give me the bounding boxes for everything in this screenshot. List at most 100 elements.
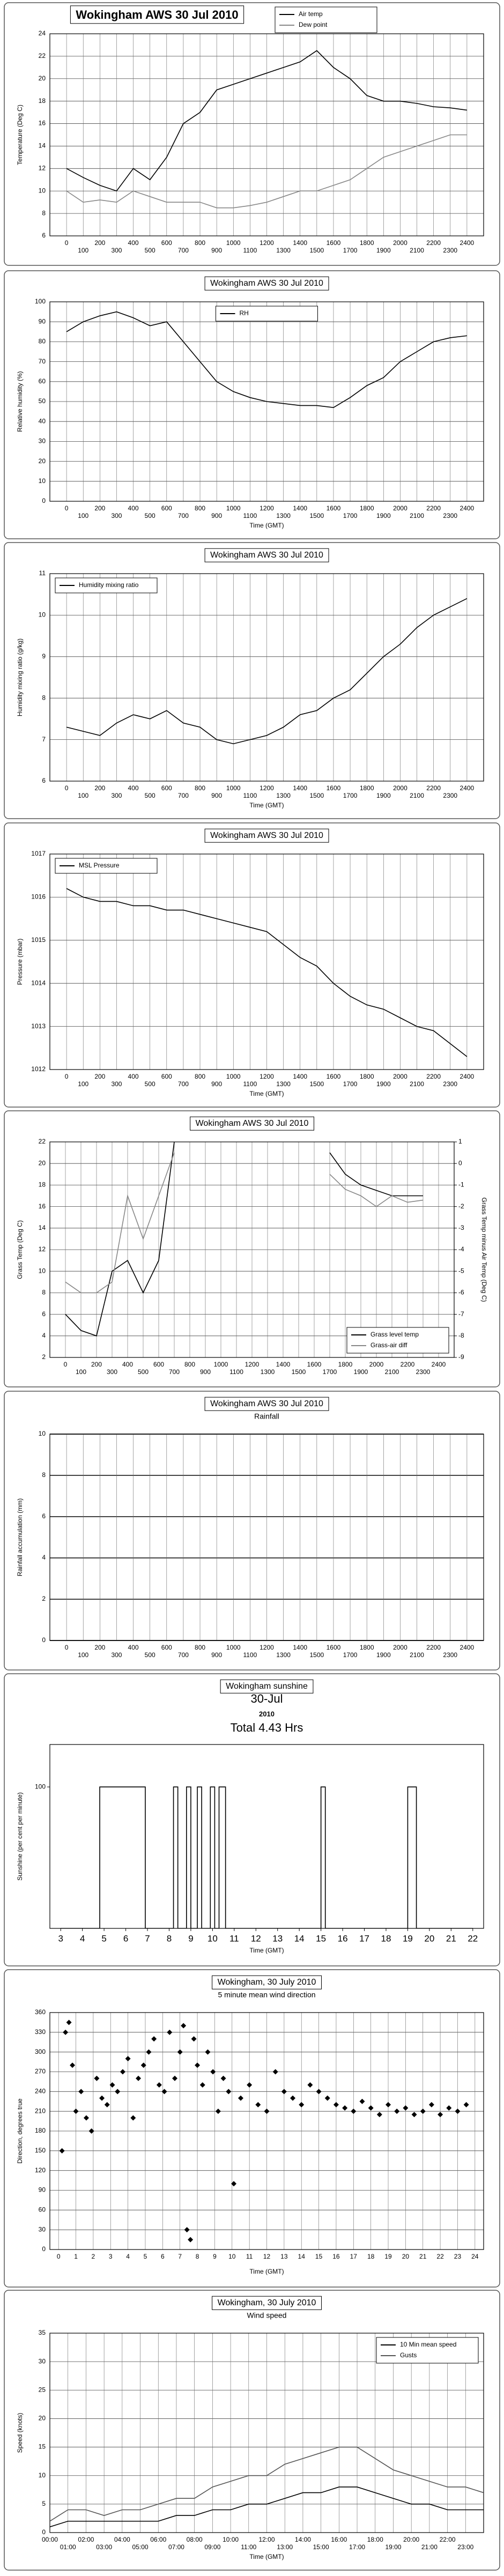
scatter-point [420, 2109, 426, 2114]
y-tick-label: 25 [39, 2386, 46, 2393]
x-tick-label: 1900 [354, 1368, 368, 1376]
x-tick-label: 1800 [360, 1644, 374, 1651]
x-tick-label: 2100 [410, 512, 424, 519]
x-tick-label: 1600 [327, 504, 341, 512]
title-box [212, 2296, 322, 2310]
x-tick-label: 1 [74, 2253, 78, 2260]
title-box [204, 828, 329, 843]
y2-axis-label: Grass Temp minus Air Temp (Deg C) [480, 1198, 488, 1302]
y-axis-label: Sunshine (per cent per minute) [16, 1792, 24, 1881]
scatter-point [156, 2082, 162, 2088]
title-box [204, 1397, 329, 1411]
scatter-point [307, 2082, 313, 2088]
x-tick-label: 1700 [343, 1651, 358, 1659]
x-tick-label: 1200 [260, 1073, 274, 1080]
y-tick-label: 10 [39, 1430, 46, 1437]
y-tick-label: 20 [39, 1159, 46, 1167]
x-tick-label: 300 [107, 1368, 117, 1376]
x-tick-label: 13 [280, 2253, 288, 2260]
x-tick-label: 400 [128, 239, 139, 247]
scatter-point [368, 2105, 374, 2111]
x-tick-label: 04:00 [114, 2536, 130, 2543]
series-line [65, 1142, 423, 1337]
series-line [65, 1152, 424, 1294]
title-box [204, 548, 329, 562]
x-tick-label: 500 [145, 1080, 155, 1088]
y-tick-label: 240 [35, 2088, 46, 2095]
y-tick-label: 7 [42, 736, 46, 743]
x-tick-label: 600 [153, 1361, 164, 1368]
x-tick-label: 700 [178, 512, 189, 519]
y2-tick-label: -7 [458, 1310, 464, 1318]
chart-title: Wokingham AWS 30 Jul 2010 [76, 8, 238, 21]
x-tick-label: 1300 [261, 1368, 275, 1376]
x-tick-label: 600 [161, 1644, 172, 1651]
y-tick-label: 6 [42, 1310, 46, 1318]
x-tick-label: 14:00 [295, 2536, 311, 2543]
x-axis-label: Time (GMT) [249, 801, 284, 809]
y-tick-label: 22 [39, 1138, 46, 1145]
x-tick-label: 1000 [214, 1361, 228, 1368]
legend-label: Grass-air diff [370, 1341, 407, 1349]
x-tick-label: 1900 [376, 512, 391, 519]
x-tick-label: 900 [211, 1651, 222, 1659]
chart-title: Wokingham sunshine [226, 1682, 308, 1691]
x-tick-label: 20 [402, 2253, 410, 2260]
y-tick-label: 35 [39, 2329, 46, 2336]
x-tick-label: 20 [424, 1933, 434, 1943]
scatter-point [359, 2098, 365, 2104]
y-tick-label: 100 [35, 298, 46, 305]
x-tick-label: 700 [178, 247, 189, 254]
y2-tick-label: 1 [458, 1138, 462, 1145]
y-tick-label: 12 [39, 1245, 46, 1253]
x-tick-label: 1700 [343, 247, 358, 254]
y-axis-label: Rainfall accumulation (mm) [16, 1498, 24, 1576]
x-tick-label: 20:00 [403, 2536, 419, 2543]
x-tick-label: 1500 [309, 512, 324, 519]
x-tick-label: 400 [122, 1361, 133, 1368]
legend-label: 10 Min mean speed [400, 2341, 456, 2348]
chart-title: Wokingham AWS 30 Jul 2010 [210, 551, 323, 560]
x-tick-label: 23 [454, 2253, 462, 2260]
x-tick-label: 600 [161, 239, 172, 247]
x-tick-label: 9 [213, 2253, 217, 2260]
x-tick-label: 2200 [426, 1644, 441, 1651]
scatter-point [463, 2102, 469, 2107]
y-tick-label: 2 [42, 1595, 46, 1602]
x-tick-label: 2400 [460, 239, 475, 247]
x-tick-label: 2000 [393, 1073, 407, 1080]
x-tick-label: 1000 [226, 1644, 241, 1651]
x-tick-label: 500 [145, 792, 155, 799]
scatter-point [125, 2055, 131, 2061]
scatter-point [205, 2049, 211, 2055]
legend-box [346, 1327, 449, 1354]
y-tick-label: 10 [39, 2471, 46, 2479]
x-tick-label: 1800 [338, 1361, 353, 1368]
x-tick-label: 1500 [292, 1368, 306, 1376]
y-tick-label: 300 [35, 2048, 46, 2055]
scatter-point [394, 2109, 400, 2114]
scatter-point [161, 2089, 167, 2095]
y-tick-label: 50 [39, 397, 46, 405]
scatter-point [130, 2115, 136, 2121]
x-tick-label: 22 [436, 2253, 444, 2260]
x-tick-label: 2400 [460, 784, 475, 792]
y-tick-label: 11 [39, 569, 46, 577]
x-tick-label: 100 [78, 247, 88, 254]
x-tick-label: 13 [272, 1933, 283, 1943]
y-tick-label: 5 [42, 2500, 46, 2507]
x-tick-label: 2000 [393, 1644, 407, 1651]
x-tick-label: 0 [65, 239, 69, 247]
scatter-point [177, 2049, 183, 2055]
x-tick-label: 500 [145, 1651, 155, 1659]
x-tick-label: 1700 [343, 512, 358, 519]
x-tick-label: 2100 [385, 1368, 399, 1376]
y-tick-label: 40 [39, 417, 46, 425]
x-tick-label: 800 [195, 1073, 205, 1080]
x-tick-label: 1400 [276, 1361, 291, 1368]
y-tick-label: 60 [39, 377, 46, 385]
x-tick-label: 1100 [229, 1368, 243, 1376]
y-tick-label: 18 [39, 1181, 46, 1189]
x-tick-label: 2200 [426, 504, 441, 512]
y-axis-label: Pressure (mbar) [16, 939, 24, 985]
